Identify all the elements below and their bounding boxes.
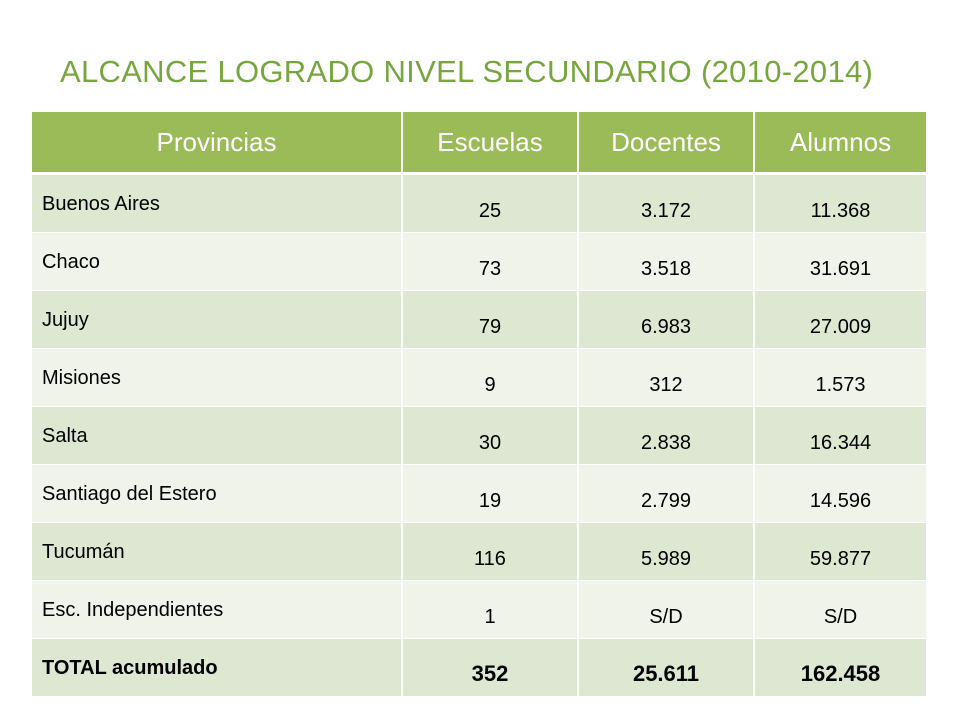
total-docentes: 25.611 — [578, 638, 755, 697]
header-alumnos: Alumnos — [754, 112, 926, 175]
cell-alumnos: 27.009 — [754, 290, 926, 349]
cell-alumnos: 16.344 — [754, 406, 926, 465]
table-row: Tucumán 116 5.989 59.877 — [32, 522, 926, 581]
cell-alumnos: 59.877 — [754, 522, 926, 581]
total-alumnos: 162.458 — [754, 638, 926, 697]
page-title: ALCANCE LOGRADO NIVEL SECUNDARIO (2010-2… — [60, 54, 874, 89]
table-row: Jujuy 79 6.983 27.009 — [32, 290, 926, 349]
table-row: Chaco 73 3.518 31.691 — [32, 232, 926, 291]
total-label: TOTAL acumulado — [32, 638, 403, 697]
cell-docentes: 2.799 — [578, 464, 755, 523]
cell-alumnos: 11.368 — [754, 173, 926, 233]
cell-docentes: S/D — [578, 580, 755, 639]
table-row: Santiago del Estero 19 2.799 14.596 — [32, 464, 926, 523]
header-escuelas: Escuelas — [402, 112, 579, 175]
cell-docentes: 5.989 — [578, 522, 755, 581]
cell-escuelas: 19 — [402, 464, 579, 523]
cell-docentes: 312 — [578, 348, 755, 407]
cell-alumnos: 14.596 — [754, 464, 926, 523]
cell-docentes: 3.172 — [578, 173, 755, 233]
cell-provincia: Salta — [32, 406, 403, 465]
cell-escuelas: 73 — [402, 232, 579, 291]
cell-escuelas: 9 — [402, 348, 579, 407]
data-table: Provincias Escuelas Docentes Alumnos Bue… — [32, 112, 926, 697]
cell-alumnos: 31.691 — [754, 232, 926, 291]
cell-alumnos: 1.573 — [754, 348, 926, 407]
cell-provincia: Chaco — [32, 232, 403, 291]
cell-provincia: Buenos Aires — [32, 173, 403, 233]
table-row: Salta 30 2.838 16.344 — [32, 406, 926, 465]
cell-alumnos: S/D — [754, 580, 926, 639]
cell-escuelas: 25 — [402, 173, 579, 233]
cell-provincia: Santiago del Estero — [32, 464, 403, 523]
header-docentes: Docentes — [578, 112, 755, 175]
cell-provincia: Misiones — [32, 348, 403, 407]
header-provincias: Provincias — [32, 112, 403, 175]
cell-docentes: 2.838 — [578, 406, 755, 465]
cell-escuelas: 79 — [402, 290, 579, 349]
cell-escuelas: 1 — [402, 580, 579, 639]
total-row: TOTAL acumulado 352 25.611 162.458 — [32, 638, 926, 697]
cell-docentes: 3.518 — [578, 232, 755, 291]
cell-provincia: Tucumán — [32, 522, 403, 581]
cell-provincia: Jujuy — [32, 290, 403, 349]
cell-docentes: 6.983 — [578, 290, 755, 349]
table-row: Buenos Aires 25 3.172 11.368 — [32, 173, 926, 233]
cell-provincia: Esc. Independientes — [32, 580, 403, 639]
table-row: Misiones 9 312 1.573 — [32, 348, 926, 407]
table-row: Esc. Independientes 1 S/D S/D — [32, 580, 926, 639]
cell-escuelas: 30 — [402, 406, 579, 465]
total-escuelas: 352 — [402, 638, 579, 697]
header-row: Provincias Escuelas Docentes Alumnos — [32, 112, 926, 175]
cell-escuelas: 116 — [402, 522, 579, 581]
